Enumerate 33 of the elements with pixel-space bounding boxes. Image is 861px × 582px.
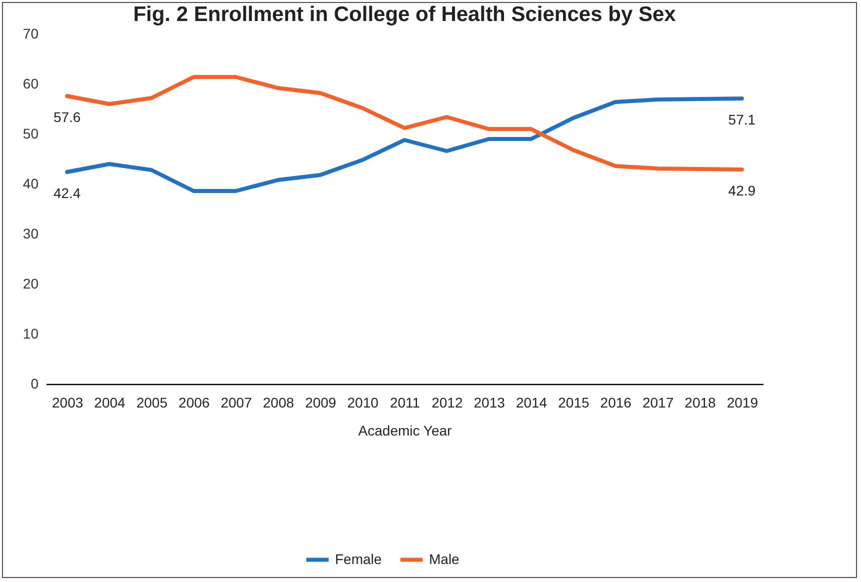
y-tick-label: 30 — [22, 226, 39, 242]
x-axis-title: Academic Year — [358, 422, 452, 438]
chart-title: Fig. 2 Enrollment in College of Health Sciences by Sex — [133, 3, 676, 26]
x-tick-label: 2011 — [390, 394, 420, 410]
x-tick-label: 2006 — [178, 394, 210, 410]
data-label: 57.1 — [728, 112, 756, 128]
x-tick-label: 2007 — [220, 394, 252, 410]
x-tick-label: 2016 — [600, 394, 632, 410]
x-tick-label: 2012 — [432, 394, 463, 410]
x-tick-label: 2015 — [558, 394, 590, 410]
y-tick-label: 60 — [22, 76, 39, 92]
y-tick-label: 0 — [30, 376, 39, 392]
y-tick-label: 50 — [22, 126, 39, 142]
x-tick-label: 2013 — [474, 394, 506, 410]
x-tick-label: 2004 — [94, 394, 126, 410]
x-tick-label: 2010 — [347, 394, 379, 410]
y-tick-label: 70 — [22, 26, 39, 42]
x-tick-label: 2008 — [262, 394, 294, 410]
x-tick-label: 2017 — [642, 394, 674, 410]
data-label: 42.4 — [53, 185, 81, 201]
x-tick-label: 2005 — [136, 394, 168, 410]
legend-label: Male — [429, 550, 460, 567]
y-tick-label: 10 — [22, 326, 39, 342]
data-label: 57.6 — [53, 109, 81, 125]
x-tick-label: 2014 — [516, 394, 548, 410]
y-tick-label: 40 — [22, 176, 39, 192]
legend-label: Female — [335, 550, 382, 567]
x-tick-label: 2019 — [726, 394, 758, 410]
x-tick-label: 2018 — [684, 394, 716, 410]
x-tick-label: 2003 — [52, 394, 84, 410]
x-tick-label: 2009 — [305, 394, 336, 410]
data-label: 42.9 — [728, 182, 756, 198]
y-tick-label: 20 — [22, 276, 39, 292]
